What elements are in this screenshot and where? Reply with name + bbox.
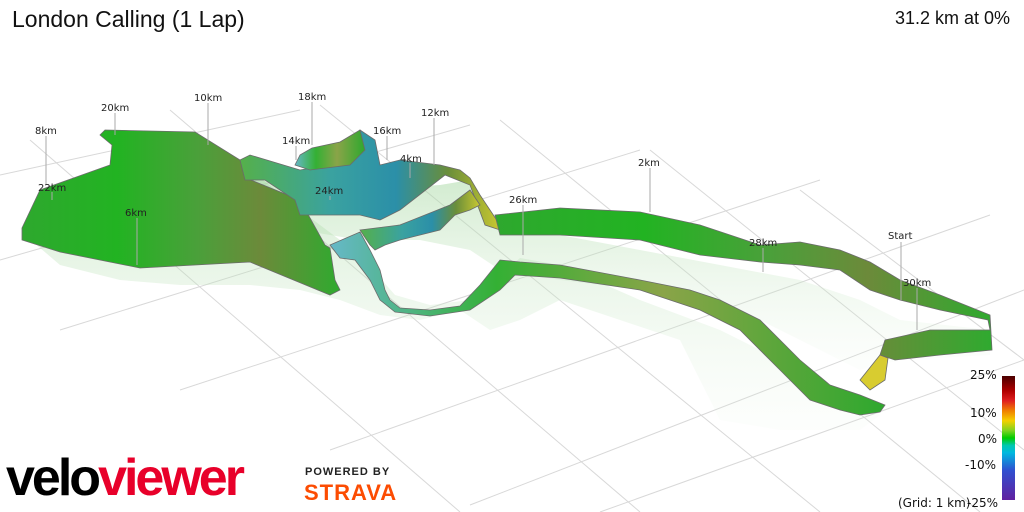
logo-velo: velo	[6, 449, 101, 507]
marker-12km: 12km	[421, 108, 449, 119]
marker-labels: Start 2km 4km 6km 8km 10km 12km 14km 16k…	[35, 92, 931, 289]
marker-26km: 26km	[509, 195, 537, 206]
route-ribbon	[21, 129, 993, 416]
powered-by-label: POWERED BY	[305, 466, 391, 478]
marker-6km: 6km	[125, 208, 147, 219]
distance-markers	[45, 102, 918, 330]
marker-28km: 28km	[749, 238, 777, 249]
marker-22km: 22km	[38, 183, 66, 194]
marker-10km: 10km	[194, 93, 222, 104]
marker-30km: 30km	[903, 278, 931, 289]
route-summary: 31.2 km at 0%	[894, 8, 1010, 28]
marker-20km: 20km	[101, 103, 129, 114]
marker-start: Start	[888, 231, 913, 242]
marker-4km: 4km	[400, 154, 422, 165]
veloviewer-logo[interactable]: veloviewer	[6, 449, 245, 507]
marker-16km: 16km	[373, 126, 401, 137]
marker-8km: 8km	[35, 126, 57, 137]
marker-18km: 18km	[298, 92, 326, 103]
marker-2km: 2km	[638, 158, 660, 169]
route-title: London Calling (1 Lap)	[12, 6, 245, 32]
strava-logo[interactable]: STRAVA	[304, 480, 398, 505]
logo-viewer: viewer	[98, 449, 245, 507]
marker-14km: 14km	[282, 136, 310, 147]
marker-24km: 24km	[315, 186, 343, 197]
